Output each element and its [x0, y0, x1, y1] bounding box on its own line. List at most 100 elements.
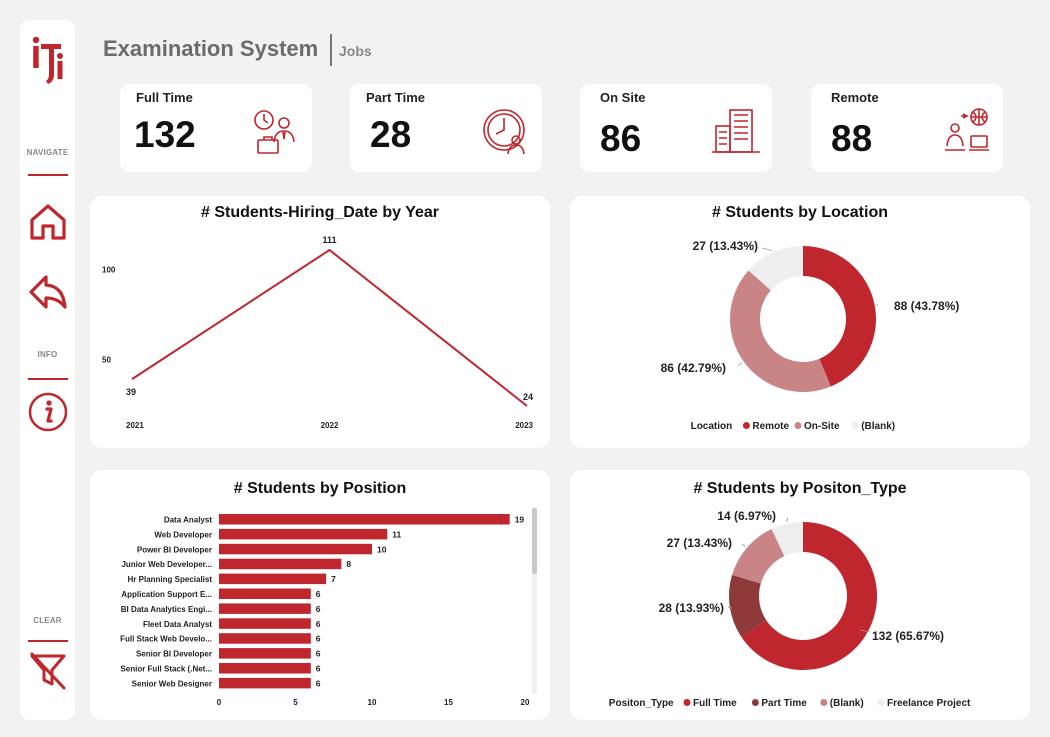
chart-title: # Students by Location — [711, 204, 888, 221]
kpi-card-on-site: On Site 86 — [580, 84, 772, 172]
category-label: Full Stack Web Develo... — [120, 635, 212, 644]
kpi-value: 28 — [370, 114, 412, 155]
clear-filters-button[interactable] — [26, 648, 70, 692]
bar — [219, 514, 510, 525]
kpi-label: On Site — [600, 90, 646, 105]
data-label: 6 — [316, 604, 321, 614]
category-label: Fleet Data Analyst — [143, 620, 212, 629]
leader-line — [786, 517, 789, 522]
legend-item: Remote — [752, 421, 789, 432]
kpi-label: Part Time — [366, 90, 426, 105]
donut-slice — [803, 246, 876, 387]
info-label: INFO — [37, 350, 58, 359]
kpi-value: 88 — [831, 118, 873, 159]
hiring-date-chart-card: # Students-Hiring_Date by Year 100 50 39 20… — [90, 196, 550, 448]
navigate-divider — [28, 174, 68, 176]
leader-line — [876, 304, 879, 307]
scrollbar-thumb[interactable] — [532, 508, 537, 574]
iti-logo-icon — [32, 36, 63, 84]
legend-item: Part Time — [761, 698, 807, 709]
hiring-date-line-chart: 100 50 39 2021 111 2022 24 2023 — [102, 235, 534, 430]
category-label: Hr Planning Specialist — [128, 575, 213, 584]
leader-line — [741, 543, 746, 547]
category-label: Senior Web Designer — [132, 679, 212, 688]
legend-item: (Blank) — [861, 421, 895, 432]
position-bar-chart: Data Analyst 19 Web Developer 11 Power BI De… — [120, 514, 530, 707]
bar — [219, 573, 327, 585]
data-label: 6 — [316, 589, 321, 599]
position-type-chart-card: # Students by Positon_Type 132 (65.67%) 2… — [570, 470, 1030, 720]
data-label: 6 — [316, 619, 321, 629]
scrollbar-track[interactable] — [532, 508, 537, 694]
kpi-label: Full Time — [136, 90, 193, 105]
info-button[interactable] — [26, 390, 70, 434]
page-title: Examination System — [103, 36, 319, 61]
bar — [219, 588, 311, 599]
position-chart-card: # Students by Position Data Analyst 19 Web… — [90, 470, 550, 720]
data-label: 6 — [316, 634, 321, 644]
kpi-card-remote: Remote 88 — [811, 84, 1003, 172]
data-label: 8 — [346, 559, 351, 569]
leader-line — [737, 362, 743, 367]
y-tick-label: 50 — [102, 355, 111, 364]
donut-slice — [741, 522, 877, 670]
slice-label: 27 (13.43%) — [693, 239, 758, 253]
remote-work-icon — [945, 108, 989, 151]
chart-title: # Students-Hiring_Date by Year — [201, 204, 439, 221]
category-label: BI Data Analytics Engi... — [121, 605, 212, 614]
x-tick-label: 0 — [217, 698, 222, 707]
back-button[interactable] — [26, 270, 70, 314]
legend-marker — [683, 699, 691, 706]
data-label: 111 — [322, 235, 336, 245]
legend-title: Positon_Type — [609, 698, 674, 709]
bar — [219, 603, 311, 614]
donut-slice — [771, 522, 803, 557]
leader-line — [761, 247, 773, 251]
navigate-label: NAVIGATE — [26, 148, 69, 157]
category-label: Senior Full Stack (.Net... — [120, 665, 212, 674]
legend-marker — [820, 699, 828, 706]
bar — [219, 663, 311, 674]
location-donut-chart: 88 (43.78%) 86 (42.79%) 27 (13.43%) Locatio… — [661, 239, 960, 432]
legend-item: Freelance Project — [887, 698, 971, 709]
kpi-label: Remote — [831, 90, 879, 105]
clear-divider — [28, 640, 68, 642]
slice-label: 132 (65.67%) — [872, 629, 944, 643]
kpi-value: 132 — [134, 114, 196, 155]
legend-marker — [794, 422, 802, 429]
series-line — [131, 248, 528, 407]
bar — [219, 543, 372, 555]
data-label: 39 — [126, 387, 136, 397]
back-arrow-icon — [29, 275, 67, 309]
x-tick-label: 15 — [444, 698, 453, 707]
x-tick-label: 20 — [521, 698, 530, 707]
position-type-donut-chart: 132 (65.67%) 28 (13.93%) 27 (13.43%) 14 (6.… — [609, 509, 971, 709]
donut-slice — [732, 528, 785, 584]
page-subtitle: Jobs — [339, 43, 372, 59]
legend-item: On-Site — [804, 421, 840, 432]
leader-line — [859, 629, 871, 633]
y-tick-label: 100 — [102, 266, 116, 275]
bar — [219, 528, 388, 540]
bar — [219, 633, 311, 644]
category-label: Senior BI Developer — [136, 650, 212, 659]
kpi-card-full-time: Full Time 132 — [120, 84, 312, 172]
legend-marker — [877, 699, 885, 706]
bar — [219, 558, 342, 570]
x-tick-label: 5 — [293, 698, 298, 707]
legend-item: (Blank) — [830, 698, 864, 709]
x-tick-label: 10 — [368, 698, 377, 707]
slice-label: 27 (13.43%) — [667, 536, 732, 550]
location-chart-card: # Students by Location 88 (43.78%) 86 (42… — [570, 196, 1030, 448]
data-label: 19 — [515, 515, 525, 525]
sidebar: NAVIGATE INFO CLEAR — [20, 20, 75, 720]
kpi-card-part-time: Part Time 28 — [350, 84, 542, 172]
home-button[interactable] — [26, 200, 70, 244]
category-label: Web Developer — [154, 530, 212, 539]
category-label: Data Analyst — [164, 516, 213, 525]
x-tick-label: 2023 — [515, 421, 533, 430]
chart-title: # Students by Position — [233, 480, 407, 497]
donut-slice — [730, 270, 831, 392]
slice-label: 14 (6.97%) — [717, 509, 776, 523]
slice-label: 86 (42.79%) — [661, 361, 726, 375]
